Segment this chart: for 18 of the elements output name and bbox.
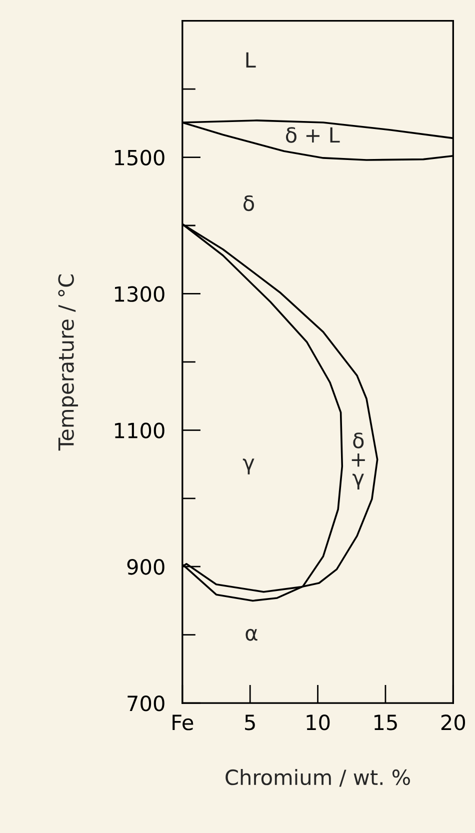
annotation: γ bbox=[242, 458, 254, 474]
annotation: α bbox=[246, 628, 258, 641]
y-tick-label: 1500 bbox=[115, 150, 164, 166]
x-tick-label: Fe bbox=[172, 714, 194, 730]
x-tick-label: 10 bbox=[306, 714, 330, 730]
y-axis-title: Temperature / °C bbox=[58, 274, 78, 451]
y-tick-label: 1100 bbox=[115, 422, 164, 438]
x-tick-label: 20 bbox=[441, 714, 466, 730]
x-tick-label: 5 bbox=[245, 714, 255, 730]
y-tick-label: 900 bbox=[127, 559, 164, 575]
annotation: L bbox=[246, 52, 256, 68]
x-tick-label: 15 bbox=[374, 714, 397, 730]
annotation: δ bbox=[244, 195, 254, 212]
y-tick-label: 1300 bbox=[115, 286, 164, 302]
annotation: δ + L bbox=[286, 127, 340, 143]
x-axis-title: Chromium / wt. % bbox=[226, 769, 410, 787]
y-tick-label: 700 bbox=[128, 696, 164, 712]
annotation: δ + γ bbox=[352, 432, 365, 490]
